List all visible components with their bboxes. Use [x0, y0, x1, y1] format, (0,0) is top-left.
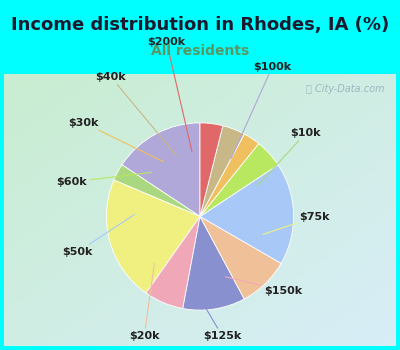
- Wedge shape: [200, 165, 294, 263]
- Text: $200k: $200k: [148, 37, 192, 152]
- Text: $125k: $125k: [190, 281, 242, 341]
- Wedge shape: [200, 134, 259, 217]
- Wedge shape: [106, 180, 200, 293]
- Wedge shape: [200, 123, 223, 217]
- Wedge shape: [122, 123, 200, 217]
- Text: $10k: $10k: [258, 128, 321, 186]
- Wedge shape: [183, 217, 244, 310]
- Wedge shape: [200, 144, 278, 217]
- Text: $75k: $75k: [263, 212, 330, 234]
- Text: $40k: $40k: [96, 72, 176, 155]
- Text: All residents: All residents: [151, 44, 249, 58]
- Text: ⓘ City-Data.com: ⓘ City-Data.com: [306, 84, 384, 94]
- Text: $20k: $20k: [129, 264, 160, 341]
- Wedge shape: [200, 217, 281, 299]
- Text: $150k: $150k: [226, 277, 303, 295]
- Wedge shape: [200, 126, 244, 217]
- Text: $100k: $100k: [231, 62, 292, 159]
- Text: $30k: $30k: [68, 118, 164, 162]
- Text: Income distribution in Rhodes, IA (%): Income distribution in Rhodes, IA (%): [11, 16, 389, 34]
- Wedge shape: [114, 165, 200, 217]
- Text: $50k: $50k: [62, 215, 134, 257]
- Text: $60k: $60k: [56, 172, 152, 187]
- Wedge shape: [146, 217, 200, 308]
